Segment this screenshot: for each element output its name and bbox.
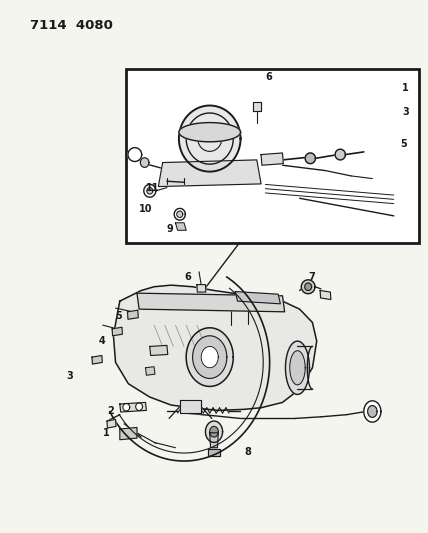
Text: 5: 5 xyxy=(400,139,407,149)
Polygon shape xyxy=(235,292,280,304)
Polygon shape xyxy=(140,158,149,167)
Text: 3: 3 xyxy=(66,371,73,381)
Polygon shape xyxy=(120,402,146,412)
Polygon shape xyxy=(208,449,220,456)
Bar xyxy=(126,69,419,243)
Polygon shape xyxy=(177,211,183,217)
Polygon shape xyxy=(201,346,218,368)
Text: 7114  4080: 7114 4080 xyxy=(30,19,113,31)
Text: 4: 4 xyxy=(98,336,105,346)
Text: 1: 1 xyxy=(103,428,110,438)
Polygon shape xyxy=(175,223,186,230)
Polygon shape xyxy=(174,208,185,220)
Text: 10: 10 xyxy=(139,205,153,214)
Polygon shape xyxy=(193,336,227,378)
Polygon shape xyxy=(146,367,155,375)
Polygon shape xyxy=(120,427,137,440)
Text: 6: 6 xyxy=(184,272,191,282)
Polygon shape xyxy=(179,123,241,142)
Text: 8: 8 xyxy=(244,447,251,457)
Polygon shape xyxy=(107,419,116,428)
Polygon shape xyxy=(301,280,315,294)
Polygon shape xyxy=(320,290,331,300)
Text: 6: 6 xyxy=(265,72,272,82)
Polygon shape xyxy=(150,345,168,356)
Polygon shape xyxy=(128,310,138,319)
Text: 2: 2 xyxy=(107,407,114,416)
Polygon shape xyxy=(147,188,153,194)
Polygon shape xyxy=(113,285,317,410)
Text: 1: 1 xyxy=(402,83,409,93)
Polygon shape xyxy=(123,403,130,411)
Polygon shape xyxy=(305,283,312,290)
Polygon shape xyxy=(205,421,223,442)
Polygon shape xyxy=(335,149,345,160)
Polygon shape xyxy=(112,327,122,336)
Polygon shape xyxy=(210,426,218,437)
Polygon shape xyxy=(285,341,309,394)
Polygon shape xyxy=(210,433,218,448)
Text: 3: 3 xyxy=(402,107,409,117)
Polygon shape xyxy=(144,184,156,197)
Polygon shape xyxy=(128,148,142,161)
Polygon shape xyxy=(179,106,241,172)
Polygon shape xyxy=(186,328,233,386)
Polygon shape xyxy=(305,153,315,164)
Polygon shape xyxy=(137,293,285,312)
Polygon shape xyxy=(136,403,143,410)
Polygon shape xyxy=(180,400,201,413)
Polygon shape xyxy=(368,406,377,417)
Polygon shape xyxy=(158,160,261,187)
Text: 11: 11 xyxy=(146,183,159,192)
Text: 9: 9 xyxy=(167,224,174,234)
Polygon shape xyxy=(364,401,381,422)
Polygon shape xyxy=(261,153,283,165)
Text: 7: 7 xyxy=(308,272,315,282)
Polygon shape xyxy=(290,351,305,385)
Polygon shape xyxy=(92,356,102,364)
Polygon shape xyxy=(197,285,206,292)
Text: 5: 5 xyxy=(116,311,122,320)
Polygon shape xyxy=(253,102,261,111)
